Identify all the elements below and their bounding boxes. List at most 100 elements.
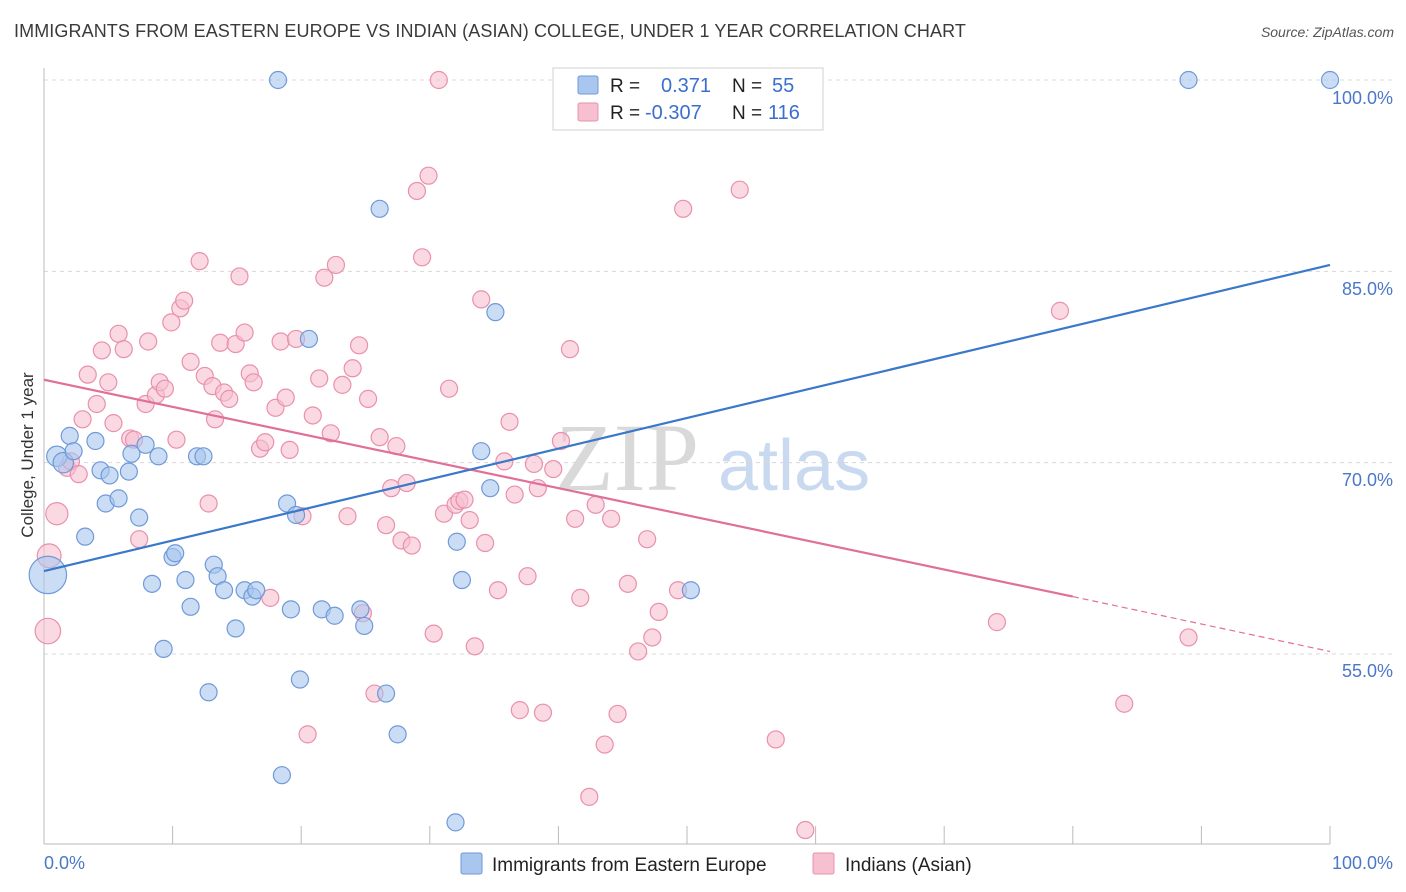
- indians-asian-point-71: [419, 166, 438, 185]
- x-tick-label-0: 0.0%: [44, 853, 85, 873]
- eastern-europe-point-38: [299, 329, 319, 349]
- y-tick-label-55: 55.0%: [1342, 661, 1393, 681]
- source-label: Source: ZipAtlas.com: [1260, 24, 1394, 40]
- indians-asian-point-44: [271, 332, 290, 351]
- indians-asian-point-95: [566, 509, 585, 528]
- y-tick-labels: 100.0% 85.0% 70.0% 55.0%: [1332, 88, 1393, 681]
- eastern-europe-point-54: [1320, 70, 1340, 90]
- indians-asian-point-97: [580, 787, 599, 806]
- trend-line-indians-asian: [43, 378, 1074, 598]
- chart-title: IMMIGRANTS FROM EASTERN EUROPE VS INDIAN…: [14, 21, 966, 41]
- indians-asian-point-83: [488, 581, 508, 600]
- indians-asian-point-53: [321, 424, 340, 443]
- indians-asian-point-52: [315, 268, 334, 287]
- y-tick-label-70: 70.0%: [1342, 470, 1393, 490]
- legend-label-indians-asian: Indians (Asian): [845, 855, 972, 876]
- eastern-europe-point-4: [64, 442, 83, 461]
- stats-legend-swatch-pink: [577, 102, 599, 122]
- stats-r-label-2: R =: [610, 103, 640, 124]
- stats-n-value-2: 116: [768, 102, 800, 124]
- indians-asian-point-54: [326, 255, 346, 275]
- eastern-europe-point-32: [268, 70, 288, 90]
- indians-asian-point-106: [649, 602, 668, 622]
- indians-asian-point-94: [560, 340, 580, 359]
- legend-label-eastern-europe: Immigrants from Eastern Europe: [492, 855, 767, 876]
- eastern-europe-point-21: [181, 597, 200, 616]
- eastern-europe-point-19: [166, 544, 185, 563]
- indians-asian-point-68: [402, 536, 421, 555]
- indians-asian-point-27: [190, 252, 209, 271]
- indians-asian-point-92: [544, 459, 563, 479]
- eastern-europe-point-45: [388, 725, 407, 744]
- eastern-europe-point-28: [226, 619, 245, 638]
- indians-asian-point-105: [643, 628, 662, 647]
- eastern-europe-point-24: [199, 683, 218, 702]
- stats-n-value-1: 55: [772, 75, 794, 97]
- eastern-europe-point-52: [681, 581, 700, 600]
- indians-asian-point-93: [551, 431, 571, 451]
- eastern-europe-point-10: [109, 489, 128, 508]
- indians-asian-point-49: [298, 725, 317, 744]
- eastern-europe-point-12: [122, 444, 141, 463]
- eastern-europe-point-46: [446, 813, 465, 832]
- eastern-europe-point-35: [281, 600, 301, 619]
- eastern-europe-point-9: [100, 466, 119, 485]
- indians-asian-point-45: [276, 388, 295, 407]
- indians-asian-point-5: [69, 465, 88, 484]
- indians-asian-point-51: [310, 369, 329, 388]
- indians-asian-point-36: [230, 267, 249, 286]
- eastern-europe-point-47: [447, 532, 466, 551]
- eastern-europe-point-3: [60, 426, 79, 445]
- indians-asian-point-10: [99, 373, 118, 392]
- y-axis-title: College, Under 1 year: [18, 372, 37, 538]
- eastern-europe-point-53: [1179, 70, 1198, 90]
- eastern-europe-point-50: [481, 479, 500, 498]
- indians-asian-point-39: [244, 373, 263, 392]
- indians-asian-point-11: [104, 414, 123, 433]
- stats-r-value-2: -0.307: [645, 102, 702, 124]
- indians-asian-point-69: [407, 181, 427, 201]
- indians-asian-point-91: [533, 703, 553, 722]
- trend-line-indians-asian-extension: [1072, 596, 1331, 653]
- indians-asian-point-70: [412, 248, 432, 267]
- indians-asian-point-55: [333, 375, 352, 394]
- indians-asian-point-37: [235, 323, 254, 342]
- eastern-europe-point-27: [214, 581, 234, 600]
- x-axis-ticks: [43, 826, 1331, 844]
- x-tick-label-100: 100.0%: [1332, 853, 1393, 873]
- stats-legend-swatch-blue: [577, 75, 599, 95]
- eastern-europe-point-5: [76, 527, 95, 546]
- indians-asian-point-29: [199, 494, 218, 513]
- indians-asian-point-23: [167, 430, 186, 449]
- indians-asian-point-100: [602, 509, 621, 528]
- indians-asian-point-98: [586, 495, 605, 514]
- indians-asian-point-41: [256, 433, 275, 452]
- indians-asian-point-22: [162, 313, 181, 332]
- indians-asian-point-82: [475, 533, 495, 553]
- eastern-europe-point-16: [149, 447, 168, 466]
- indians-asian-point-114: [1115, 694, 1134, 713]
- eastern-europe-point-15: [142, 574, 162, 593]
- indians-asian-point-115: [1179, 628, 1198, 647]
- watermark-atlas: atlas: [718, 426, 870, 506]
- eastern-europe-point-40: [325, 606, 344, 625]
- indians-asian-point-6: [73, 410, 92, 429]
- watermark: ZIP atlas: [555, 404, 870, 511]
- eastern-europe-point-48: [452, 570, 472, 590]
- indians-asian-point-75: [439, 379, 459, 398]
- trend-line-eastern-europe: [43, 263, 1331, 573]
- indians-asian-point-111: [796, 820, 815, 840]
- indians-asian-point-32: [211, 333, 230, 352]
- stats-r-value-1: 0.371: [661, 75, 711, 97]
- eastern-europe-point-13: [130, 508, 149, 527]
- indians-asian-point-85: [500, 412, 519, 431]
- eastern-europe-point-42: [355, 616, 374, 636]
- series-legend: Immigrants from Eastern Europe Indians (…: [460, 852, 972, 876]
- indians-asian-point-42: [261, 588, 280, 607]
- eastern-europe-point-33: [272, 766, 292, 785]
- indians-asian-point-9: [92, 341, 111, 360]
- indians-asian-point-78: [455, 490, 474, 509]
- eastern-europe-point-51: [486, 303, 505, 322]
- indians-asian-point-62: [370, 428, 389, 447]
